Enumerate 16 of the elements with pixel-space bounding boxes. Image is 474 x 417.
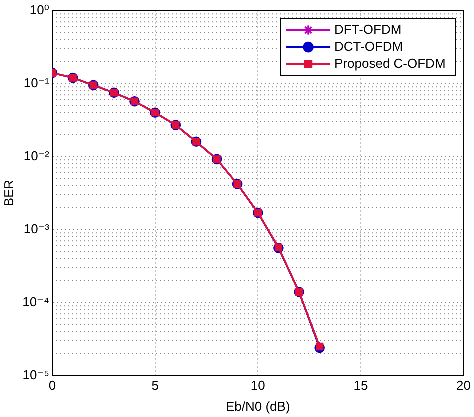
x-tick-label: 0 (48, 378, 56, 394)
y-tick-label: 10⁰ (30, 2, 50, 18)
y-tick-label: 10⁻⁴ (22, 294, 50, 310)
x-tick-label: 15 (354, 378, 368, 394)
x-axis-title: Eb/N0 (dB) (226, 398, 290, 414)
legend-label: Proposed C-OFDM (334, 56, 446, 71)
x-tick-label: 20 (456, 378, 472, 394)
x-tick-label: 10 (250, 378, 266, 394)
x-tick-label: 5 (152, 378, 159, 394)
y-tick-label: 10⁻⁵ (22, 367, 50, 382)
legend-label: DFT-OFDM (334, 22, 402, 37)
y-tick-label: 10⁻² (24, 148, 50, 164)
y-tick-label: 10⁻³ (24, 221, 50, 236)
y-axis-title: BER (1, 180, 16, 207)
legend-label: DCT-OFDM (334, 38, 404, 54)
y-tick-label: 10⁻¹ (24, 75, 50, 90)
